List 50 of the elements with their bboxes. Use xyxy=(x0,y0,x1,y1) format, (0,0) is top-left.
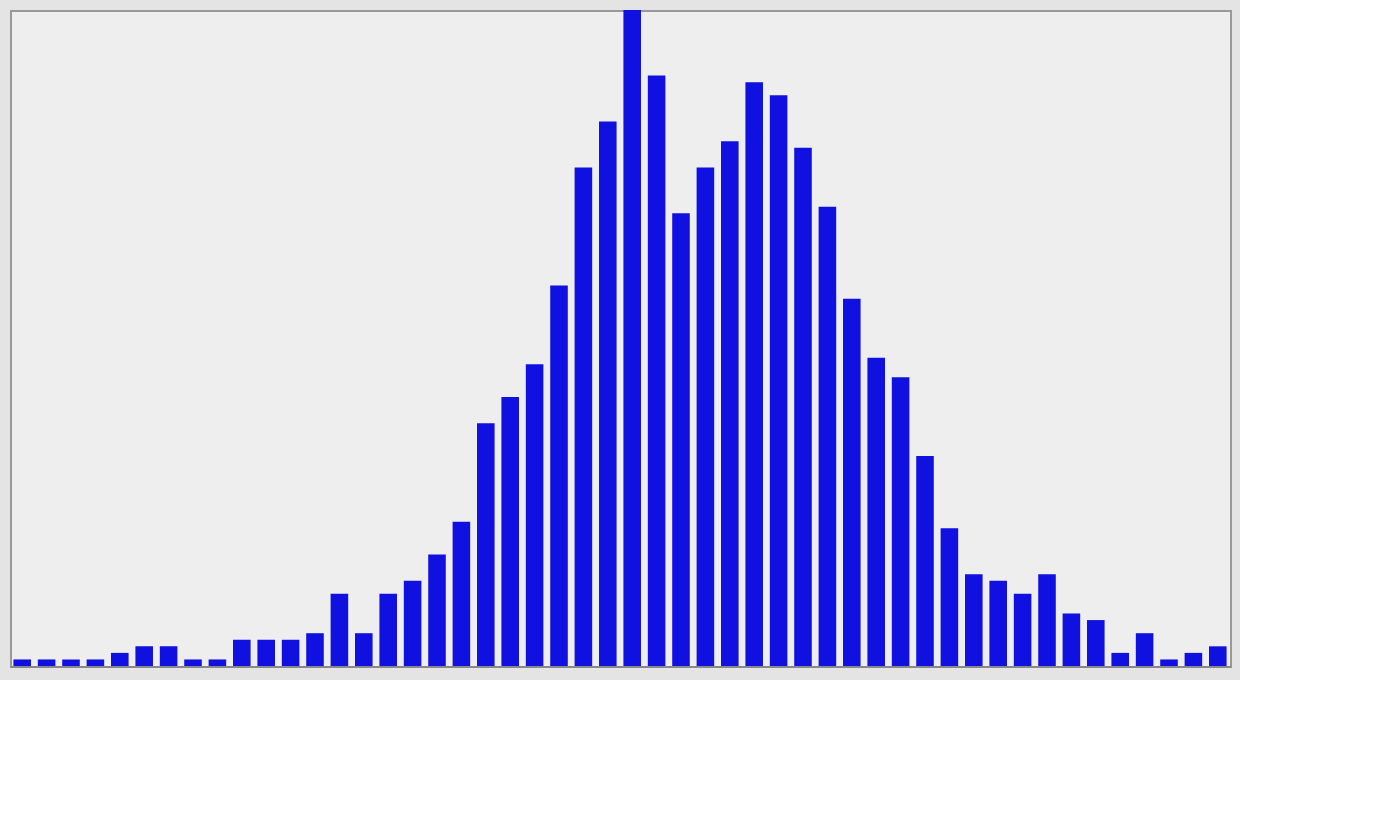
bar xyxy=(135,646,153,666)
bar xyxy=(525,364,544,666)
bar xyxy=(1111,652,1129,666)
bar xyxy=(281,639,300,666)
bar xyxy=(1062,613,1081,666)
bar xyxy=(672,213,690,666)
bar xyxy=(623,10,641,666)
bar xyxy=(159,646,178,666)
bar xyxy=(233,639,251,666)
bar xyxy=(940,528,959,666)
bar xyxy=(550,285,568,666)
bar xyxy=(306,633,324,666)
bar xyxy=(330,593,349,666)
bar xyxy=(891,377,910,666)
bar xyxy=(1160,659,1178,666)
bar xyxy=(843,298,861,666)
bar xyxy=(452,521,471,666)
bar xyxy=(696,167,715,666)
bar xyxy=(769,95,788,666)
bar xyxy=(1013,593,1032,666)
bar xyxy=(916,456,934,666)
bar xyxy=(1184,652,1203,666)
bar xyxy=(794,147,812,666)
bar xyxy=(1087,620,1105,666)
bar xyxy=(257,639,275,666)
bar xyxy=(477,423,495,666)
bar xyxy=(379,593,397,666)
bar xyxy=(989,580,1007,666)
bar xyxy=(1038,574,1056,666)
bar xyxy=(62,659,80,666)
bar xyxy=(745,82,763,666)
bar xyxy=(574,167,593,666)
bar xyxy=(647,75,666,666)
bar xyxy=(355,633,373,666)
bar xyxy=(599,121,617,666)
bar xyxy=(818,206,837,666)
bar xyxy=(208,659,227,666)
bar xyxy=(965,574,983,666)
bar xyxy=(867,357,885,666)
bar xyxy=(428,554,446,666)
bar xyxy=(111,652,129,666)
bar xyxy=(403,580,422,666)
bar xyxy=(37,659,56,666)
bar xyxy=(13,659,31,666)
bar xyxy=(86,659,105,666)
bar xyxy=(721,141,739,666)
bar xyxy=(1209,646,1227,666)
bar xyxy=(184,659,202,666)
bar xyxy=(501,397,519,666)
bar xyxy=(1135,633,1154,666)
